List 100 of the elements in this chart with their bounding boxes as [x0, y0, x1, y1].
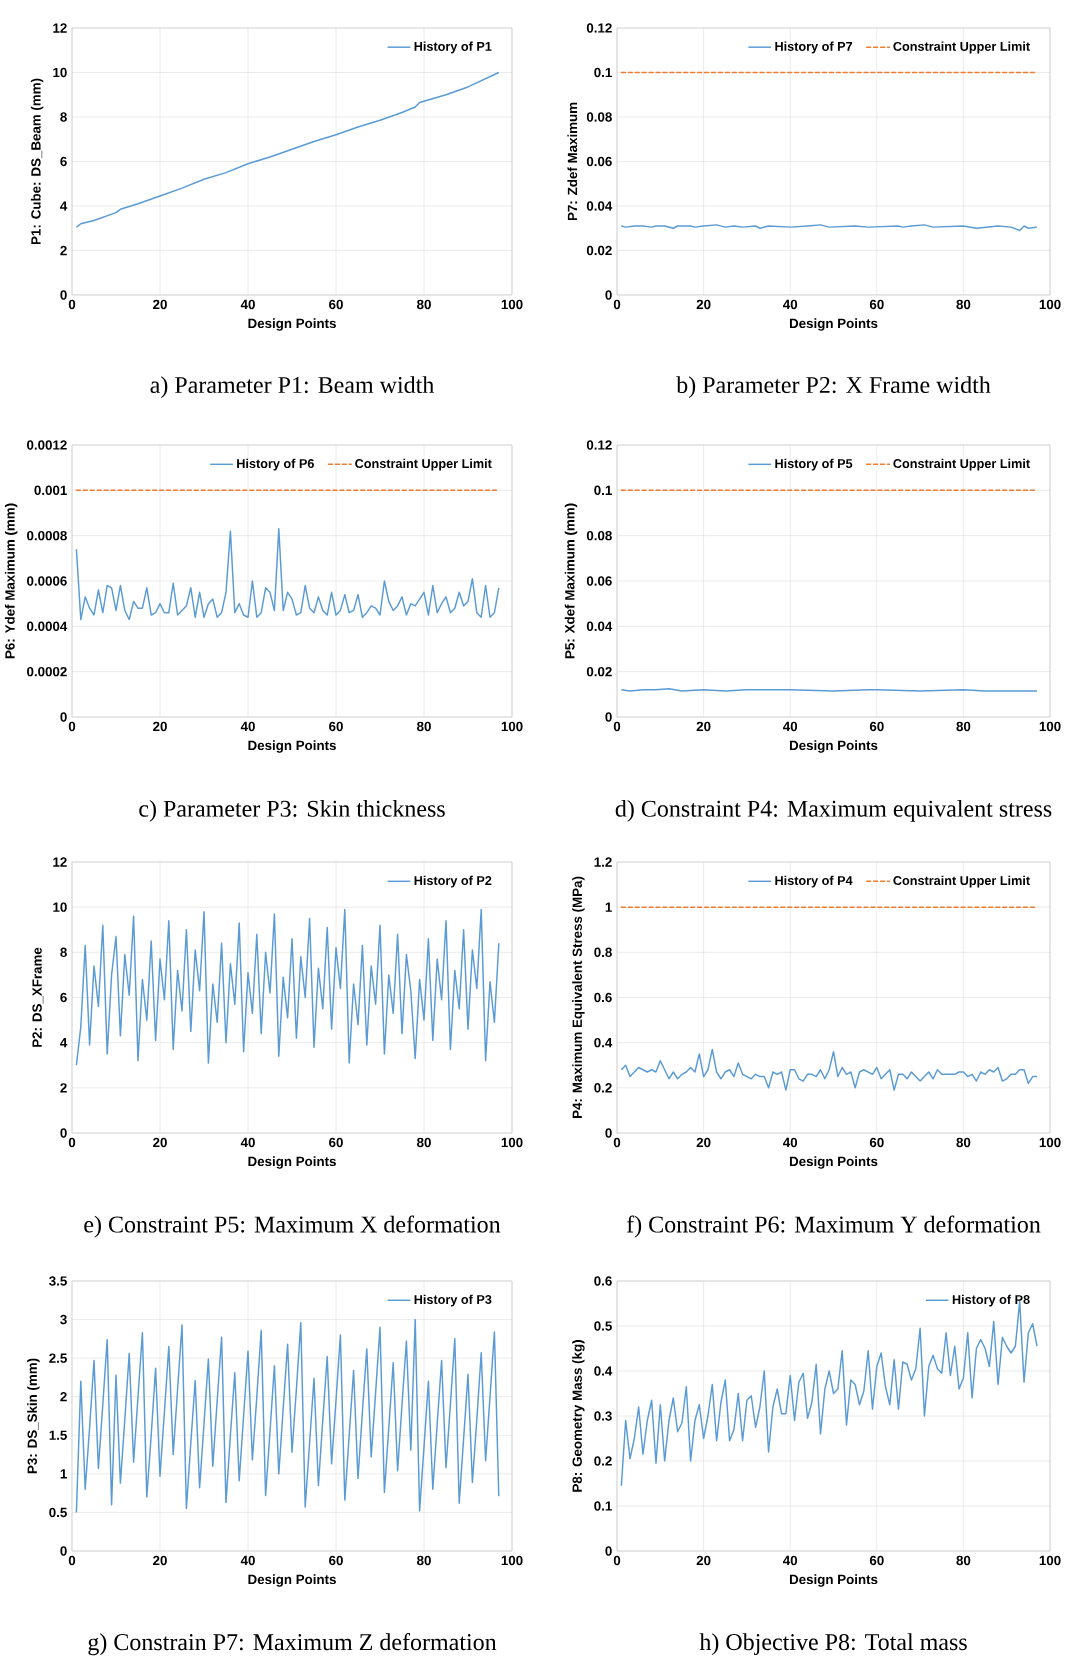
text: f) Constraint P6: Maximum Y deformation: [626, 1215, 1041, 1238]
text: e) Constraint P5: Maximum X deformation: [84, 1215, 501, 1238]
x-tick-label: 100: [501, 1555, 523, 1566]
x-axis-title: Design Points: [789, 1156, 878, 1169]
x-tick-label: 0: [613, 1555, 621, 1566]
x-tick-label: 40: [240, 721, 255, 732]
y-tick-label: 12: [53, 23, 67, 33]
y-axis-title: P2: DS_XFrame: [32, 947, 44, 1047]
x-tick-label: 40: [783, 1137, 798, 1148]
y-tick-label: 0.12: [586, 23, 612, 33]
y-tick-label: 0: [605, 290, 612, 300]
y-tick-label: 3.5: [49, 1276, 67, 1286]
text: g) Constrain P7: Maximum Z deformation: [88, 1633, 497, 1656]
x-tick-label: 0: [613, 299, 621, 310]
x-tick-label: 0: [613, 721, 621, 732]
y-tick-label: 0.6: [594, 1276, 612, 1286]
legend-label: History of P6: [237, 458, 314, 471]
legend-label: Constraint Upper Limit: [893, 41, 1030, 54]
y-axis-title: P6: Ydef Maximum (mm): [4, 503, 18, 659]
y-tick-label: 0.3: [594, 1411, 612, 1421]
y-tick-label: 4: [60, 1038, 68, 1048]
y-tick-label: 0.8: [594, 947, 612, 958]
y-axis-title: P7: Zdef Maximum: [567, 102, 578, 221]
x-tick-label: 40: [240, 1137, 255, 1148]
x-tick-label: 80: [956, 721, 971, 732]
x-tick-label: 80: [417, 1555, 431, 1566]
y-tick-label: 10: [53, 902, 67, 912]
x-tick-label: 100: [1039, 721, 1061, 732]
x-tick-label: 0: [68, 1555, 76, 1566]
x-tick-label: 100: [501, 721, 523, 732]
legend-label: History of P2: [414, 875, 492, 888]
y-tick-label: 0: [605, 1128, 612, 1138]
x-tick-label: 20: [153, 1137, 167, 1148]
x-tick-label: 80: [956, 1555, 971, 1566]
x-tick-label: 20: [696, 1555, 711, 1566]
y-tick-label: 6: [60, 992, 67, 1003]
legend-label: History of P7: [775, 41, 853, 54]
x-tick-label: 100: [1039, 1137, 1061, 1148]
x-tick-label: 60: [329, 721, 343, 732]
y-tick-label: 0: [60, 290, 67, 300]
x-tick-label: 100: [501, 1137, 523, 1148]
x-tick-label: 80: [956, 299, 971, 310]
x-tick-label: 20: [153, 1555, 167, 1566]
x-tick-label: 0: [68, 1137, 76, 1148]
x-tick-label: 40: [240, 1555, 255, 1566]
line-series: [75, 1318, 500, 1514]
x-tick-label: 40: [783, 299, 798, 310]
x-tick-label: 20: [153, 299, 167, 310]
y-tick-label: 0.2: [594, 1456, 612, 1466]
y-tick-label: 0.4: [594, 1037, 613, 1048]
x-tick-label: 20: [696, 721, 711, 732]
x-tick-label: 20: [696, 1137, 711, 1148]
line-series: [75, 908, 500, 1066]
y-tick-label: 1: [60, 1469, 67, 1479]
y-tick-label: 12: [53, 857, 67, 867]
x-tick-label: 100: [1039, 299, 1061, 310]
x-tick-label: 80: [417, 721, 431, 732]
y-tick-label: 0.2: [594, 1083, 612, 1093]
legend-label: History of P8: [952, 1294, 1030, 1307]
y-tick-label: 0.001: [34, 485, 67, 496]
y-tick-label: 0.02: [586, 245, 612, 256]
text: c) Parameter P3: Skin thickness: [139, 799, 445, 822]
line-series: [75, 71, 500, 228]
legend-label: History of P5: [775, 458, 853, 471]
x-axis-title: Design Points: [248, 318, 336, 331]
x-tick-label: 80: [417, 1137, 431, 1148]
y-tick-label: 0.0006: [27, 576, 67, 586]
legend-label: History of P1: [414, 41, 492, 54]
legend-label: History of P4: [775, 875, 853, 888]
y-tick-label: 8: [60, 947, 67, 958]
legend-label: Constraint Upper Limit: [893, 458, 1030, 471]
y-tick-label: 0: [605, 712, 612, 722]
y-tick-label: 0.0004: [27, 621, 68, 632]
legend-label: Constraint Upper Limit: [355, 458, 492, 471]
y-tick-label: 8: [60, 112, 67, 122]
x-tick-label: 60: [329, 299, 343, 310]
y-tick-label: 2: [60, 1392, 67, 1402]
x-tick-label: 40: [783, 721, 798, 732]
y-tick-label: 0.08: [586, 112, 612, 122]
y-tick-label: 0.0012: [27, 440, 67, 450]
text: h) Objective P8: Total mass: [699, 1633, 967, 1656]
x-tick-label: 20: [153, 721, 167, 732]
y-tick-label: 1: [605, 902, 612, 912]
y-axis-title: P4: Maximum Equivalent Stress (MPa): [572, 876, 585, 1118]
y-tick-label: 0.5: [49, 1507, 67, 1518]
x-axis-title: Design Points: [789, 318, 878, 331]
y-tick-label: 6: [60, 156, 67, 167]
x-axis-title: Design Points: [248, 1574, 336, 1587]
legend-label: History of P3: [414, 1294, 492, 1307]
x-tick-label: 100: [501, 299, 523, 310]
y-tick-label: 0.04: [586, 201, 613, 211]
y-tick-label: 2.5: [49, 1353, 67, 1363]
x-tick-label: 60: [869, 1137, 884, 1148]
y-tick-label: 4: [60, 201, 68, 211]
y-tick-label: 0.4: [594, 1366, 613, 1376]
y-tick-label: 0.02: [586, 666, 612, 677]
x-tick-label: 80: [417, 299, 431, 310]
y-tick-label: 0.0008: [27, 530, 67, 541]
x-axis-title: Design Points: [789, 1574, 878, 1587]
y-tick-label: 0: [60, 1128, 67, 1138]
